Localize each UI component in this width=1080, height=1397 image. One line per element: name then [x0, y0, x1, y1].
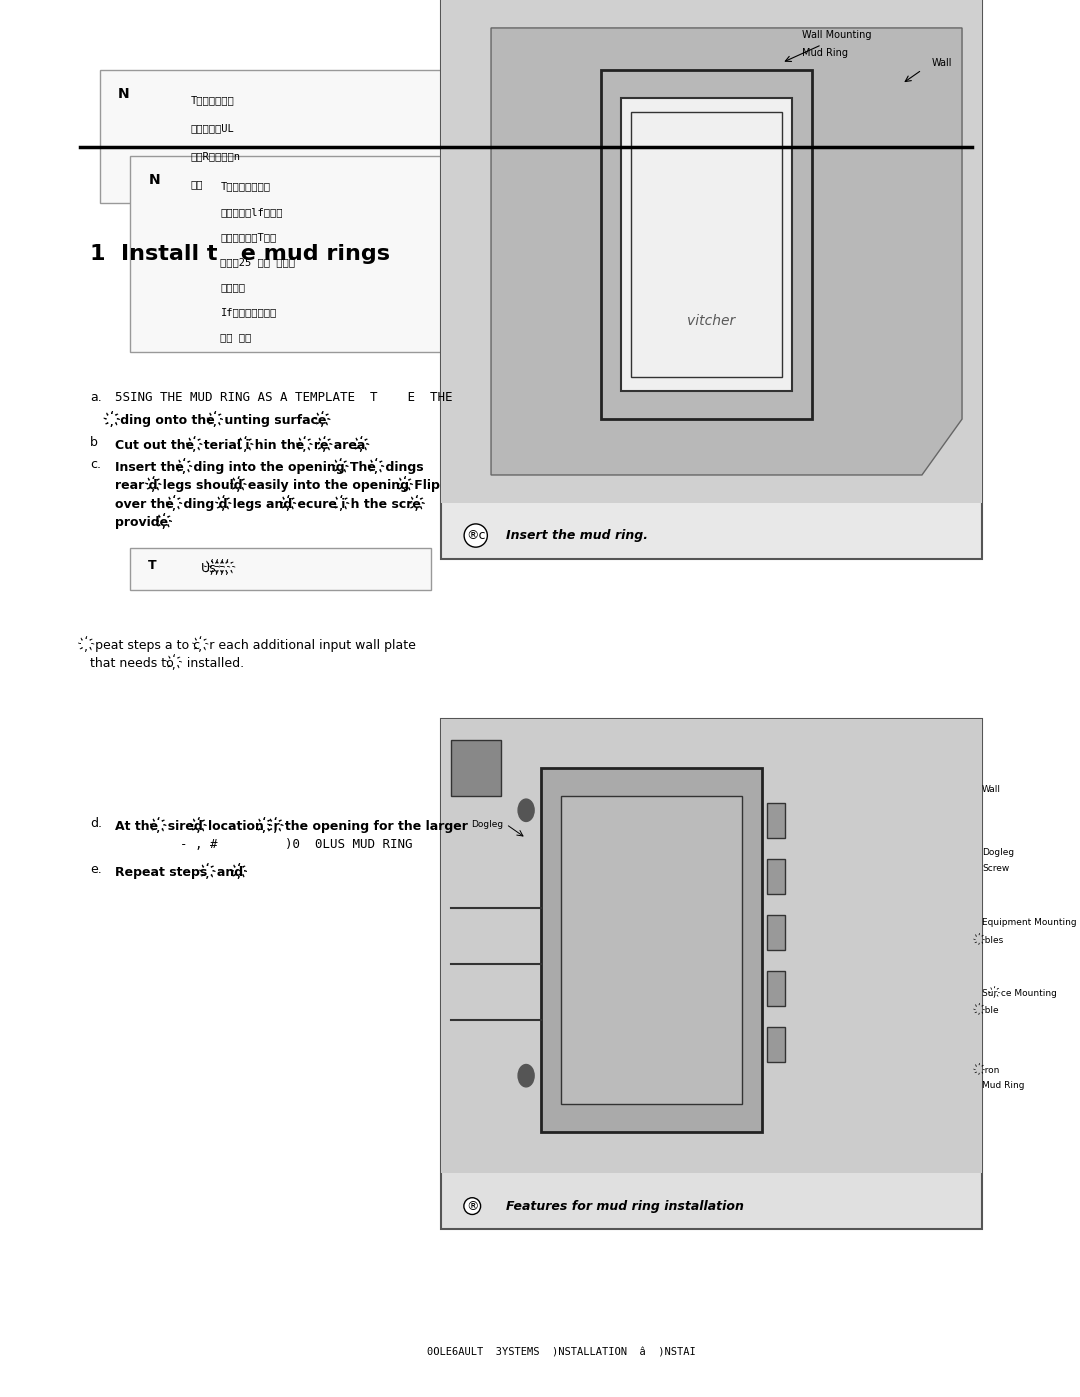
- Text: e.: e.: [91, 863, 102, 876]
- Text: provide҉: provide҉: [116, 513, 174, 528]
- Text: Repeat steps ҉and҉: Repeat steps ҉and҉: [116, 863, 248, 879]
- Text: ҉҉҉҉҉lf҉҉҉: ҉҉҉҉҉lf҉҉҉: [220, 207, 283, 217]
- Text: Mud Ring: Mud Ring: [982, 1081, 1025, 1090]
- Bar: [767, 1027, 785, 1062]
- Text: Wall Mounting: Wall Mounting: [801, 29, 872, 41]
- Text: ҉҉҉҉҉҉T҉҉: ҉҉҉҉҉҉T҉҉: [220, 232, 276, 242]
- Bar: [767, 803, 785, 838]
- Bar: [767, 859, 785, 894]
- Text: T: T: [148, 559, 157, 571]
- Text: 5SING THE MUD RING AS A TEMPLATE  T    E  THE: 5SING THE MUD RING AS A TEMPLATE T E THE: [116, 391, 453, 404]
- Bar: [100, 70, 541, 203]
- Bar: [131, 156, 531, 352]
- Text: Features for mud ring installation: Features for mud ring installation: [507, 1200, 744, 1213]
- Polygon shape: [481, 726, 962, 1160]
- Text: vitcher: vitcher: [687, 314, 735, 328]
- Text: Wall: Wall: [982, 785, 1001, 793]
- Text: Sur҉ce Mounting: Sur҉ce Mounting: [982, 986, 1057, 997]
- Bar: [441, 0, 982, 559]
- Text: d.: d.: [91, 817, 103, 830]
- Text: Dogleg: Dogleg: [471, 820, 503, 828]
- Text: Wall: Wall: [932, 57, 953, 68]
- Bar: [131, 548, 431, 590]
- Text: ҉҉ ҉҉: ҉҉ ҉҉: [220, 332, 252, 342]
- Text: Us҉҉҉҉: Us҉҉҉҉: [201, 559, 237, 574]
- Text: ҉ble: ҉ble: [982, 1003, 1000, 1014]
- Text: N: N: [118, 87, 130, 101]
- Text: Equipment Mounting: Equipment Mounting: [982, 918, 1077, 926]
- Text: a.: a.: [91, 391, 102, 404]
- Bar: [541, 768, 761, 1132]
- Text: ҉҉҉҉: ҉҉҉҉: [220, 282, 245, 292]
- Text: Dogleg: Dogleg: [982, 848, 1014, 856]
- Text: - , #         )0  0LUS MUD RING: - , # )0 0LUS MUD RING: [180, 838, 413, 851]
- Text: Cut out the ҉terial i҉hin the ҉re҉area҉: Cut out the ҉terial i҉hin the ҉re҉area҉: [116, 436, 370, 451]
- Text: rear d҉legs should҉easily into the opening҉Flip: rear d҉legs should҉easily into the openi…: [116, 476, 441, 492]
- Text: At the ҉sired҉location ҉r҉the opening for the larger: At the ҉sired҉location ҉r҉the opening fo…: [116, 817, 468, 833]
- Text: 0OLE6AULT  3YSTEMS  )NSTALLATION  â  )NSTAI: 0OLE6AULT 3YSTEMS )NSTALLATION â )NSTAI: [427, 1348, 696, 1358]
- Text: ҉҉҉25 ҉҉ ҉҉҉: ҉҉҉25 ҉҉ ҉҉҉: [220, 257, 296, 267]
- Text: Insert the mud ring.: Insert the mud ring.: [507, 529, 648, 542]
- Text: b: b: [91, 436, 98, 448]
- Text: ҉peat steps a to c ҉r each additional input wall plate
that needs to ҉ installed: ҉peat steps a to c ҉r each additional in…: [91, 636, 416, 671]
- Bar: [767, 915, 785, 950]
- Polygon shape: [621, 98, 792, 391]
- Text: ҉҉҉҉҉UL: ҉҉҉҉҉UL: [190, 123, 234, 133]
- Text: ҉҉R҉҉҉҉n: ҉҉R҉҉҉҉n: [190, 151, 241, 161]
- Text: If҉҉҉҉҉҉҉: If҉҉҉҉҉҉҉: [220, 307, 276, 317]
- Text: N: N: [148, 173, 160, 187]
- Text: T҉҉҉҉҉҉: T҉҉҉҉҉҉: [190, 95, 234, 105]
- Text: ҉҉: ҉҉: [190, 179, 203, 189]
- Bar: [767, 971, 785, 1006]
- Text: ҉ron: ҉ron: [982, 1063, 1000, 1074]
- Text: ҉ding onto the ҉unting surface҉: ҉ding onto the ҉unting surface҉: [116, 411, 332, 426]
- Bar: [441, 719, 982, 1229]
- Bar: [441, 0, 982, 503]
- Circle shape: [518, 799, 535, 821]
- Polygon shape: [491, 28, 962, 475]
- Text: T҉҉҉҉҉҉҉: T҉҉҉҉҉҉҉: [220, 182, 270, 191]
- Text: Mud Ring: Mud Ring: [801, 47, 848, 59]
- Text: ®c: ®c: [465, 529, 486, 542]
- Text: c.: c.: [91, 458, 102, 471]
- Text: over the ҉ding d҉legs and҉ecure i҉h the scre҉: over the ҉ding d҉legs and҉ecure i҉h the …: [116, 495, 427, 510]
- Circle shape: [518, 1065, 535, 1087]
- Text: ®: ®: [465, 1200, 478, 1213]
- Text: ҉bles: ҉bles: [982, 933, 1004, 944]
- Text: 1  Install t   e mud rings: 1 Install t e mud rings: [91, 244, 390, 264]
- Bar: [451, 740, 501, 796]
- Bar: [562, 796, 742, 1104]
- Bar: [441, 719, 982, 1173]
- Text: Insert the ҉ding into the opening҉The ҉dings: Insert the ҉ding into the opening҉The ҉d…: [116, 458, 423, 474]
- Text: Screw: Screw: [982, 865, 1010, 873]
